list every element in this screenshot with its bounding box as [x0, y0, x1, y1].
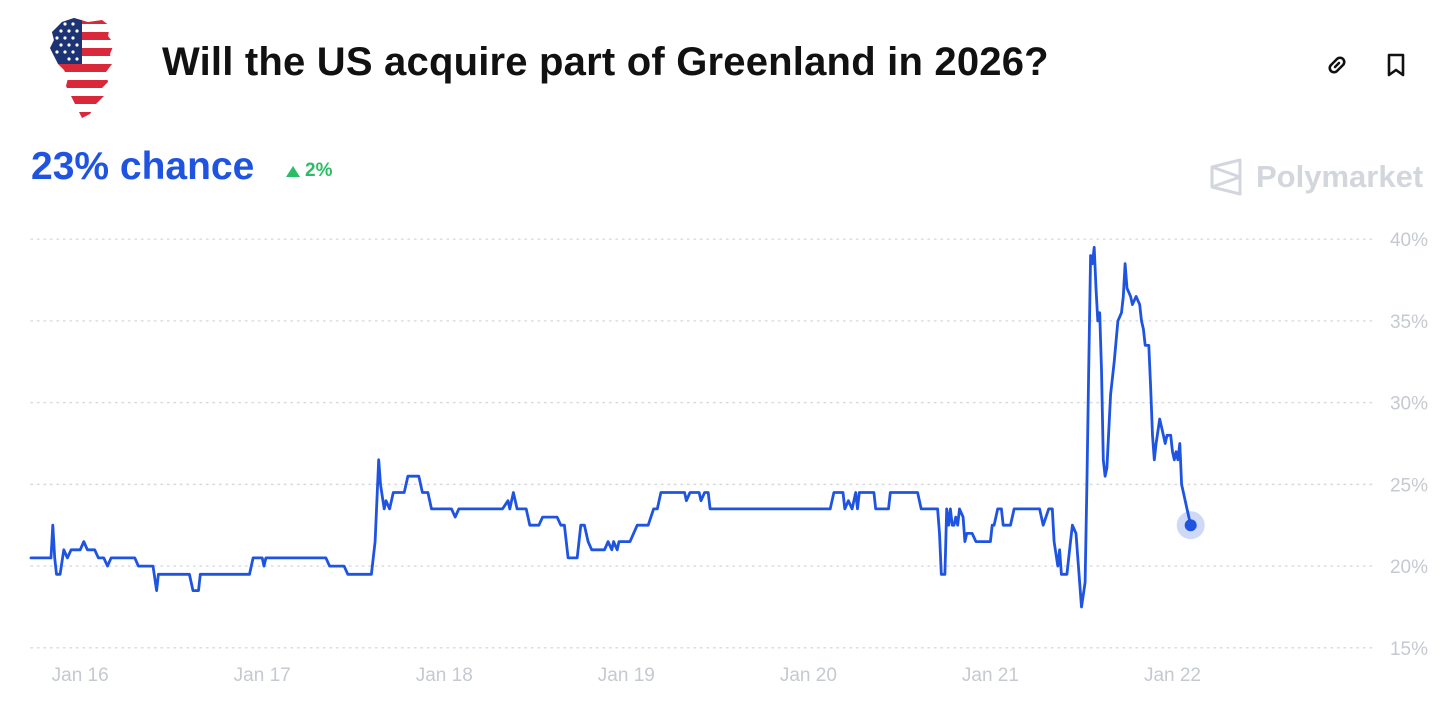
y-tick-label: 20% — [1390, 557, 1428, 578]
y-tick-label: 35% — [1390, 312, 1428, 333]
x-tick-label: Jan 17 — [234, 665, 291, 686]
polymarket-logo-icon — [1210, 158, 1242, 196]
y-tick-label: 25% — [1390, 475, 1428, 496]
chance-value: 23% chance — [31, 145, 255, 188]
x-tick-label: Jan 18 — [416, 665, 473, 686]
endpoint-marker[interactable] — [1184, 519, 1197, 532]
change-value: 2% — [305, 160, 333, 181]
polymarket-watermark: Polymarket — [1208, 158, 1423, 196]
link-icon — [1328, 56, 1346, 74]
brand-name: Polymarket — [1256, 159, 1424, 194]
x-tick-label: Jan 22 — [1144, 665, 1201, 686]
copy-link-button[interactable] — [1322, 50, 1352, 80]
y-tick-label: 40% — [1390, 230, 1428, 251]
y-tick-label: 30% — [1390, 394, 1428, 415]
bookmark-button[interactable] — [1381, 50, 1411, 80]
x-tick-label: Jan 19 — [598, 665, 655, 686]
greenland-us-flag-icon — [44, 16, 116, 120]
series-line-0 — [29, 245, 1193, 609]
page-title: Will the US acquire part of Greenland in… — [162, 40, 1049, 84]
x-tick-label: Jan 21 — [962, 665, 1019, 686]
market-header: Will the US acquire part of Greenland in… — [0, 0, 1456, 130]
up-arrow-icon — [286, 165, 300, 177]
x-tick-label: Jan 20 — [780, 665, 837, 686]
bookmark-icon — [1387, 53, 1405, 77]
x-tick-label: Jan 16 — [52, 665, 109, 686]
y-tick-label: 15% — [1390, 639, 1428, 660]
change-badge: 2% — [286, 160, 332, 182]
